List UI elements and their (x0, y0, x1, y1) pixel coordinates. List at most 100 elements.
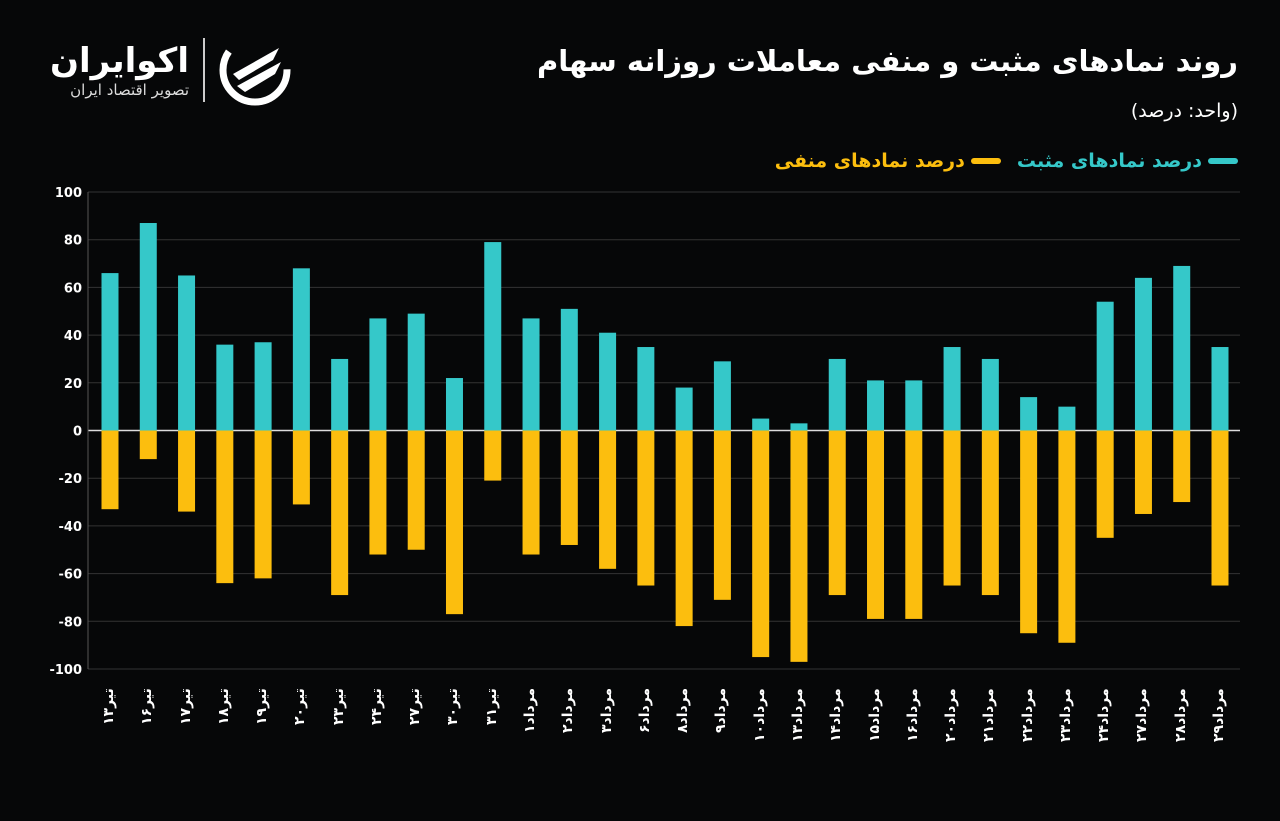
bar-negative (369, 430, 387, 555)
bar-negative (713, 430, 731, 600)
bar-positive (1096, 301, 1114, 431)
y-tick-label: 20 (64, 377, 82, 392)
legend-item-negative: درصد نمادهای منفی (775, 150, 1001, 172)
bar-negative (981, 430, 999, 596)
x-tick-label: تیر۱۸ (215, 688, 232, 725)
x-tick-label: مرداد۲۰ (943, 688, 960, 742)
y-tick-label: -100 (49, 663, 82, 678)
bar-positive (867, 380, 885, 431)
bar-positive (1211, 347, 1229, 431)
bar-negative (943, 430, 961, 586)
x-tick-label: مرداد۱۰ (751, 688, 768, 742)
x-tick-label: مرداد۱۵ (866, 688, 883, 742)
bar-positive (752, 418, 770, 431)
bar-negative (1173, 430, 1191, 503)
bar-negative (599, 430, 617, 569)
bar-negative (139, 430, 157, 460)
x-tick-label: تیر۳۱ (483, 688, 500, 725)
bar-negative (522, 430, 540, 555)
legend-label-positive: درصد نمادهای مثبت (1016, 150, 1202, 172)
logo-tagline: تصویر اقتصاد ایران (70, 81, 189, 99)
bar-positive (254, 342, 272, 431)
bar-positive (637, 347, 655, 431)
x-tick-label: مرداد۱۴ (828, 688, 845, 742)
x-tick-label: مرداد۲۲ (1019, 688, 1036, 742)
legend: درصد نمادهای مثبت درصد نمادهای منفی (775, 150, 1238, 172)
bar-positive (369, 318, 387, 431)
bar-positive (675, 387, 693, 431)
y-tick-label: 40 (64, 329, 82, 344)
y-tick-label: -80 (59, 615, 83, 630)
x-tick-label: مرداد۱۶ (904, 688, 921, 742)
y-tick-label: -40 (59, 520, 83, 535)
bar-negative (790, 430, 808, 662)
x-tick-label: مرداد۶ (636, 687, 653, 733)
chart-subtitle: (واحد: درصد) (1130, 100, 1238, 122)
bar-positive (1134, 277, 1152, 431)
bar-negative (560, 430, 578, 545)
bar-negative (254, 430, 272, 579)
x-tick-label: تیر۱۶ (139, 688, 156, 725)
bar-positive (101, 273, 119, 431)
bar-negative (331, 430, 349, 596)
chart-title: روند نمادهای مثبت و منفی معاملات روزانه … (536, 44, 1238, 78)
bar-negative (1134, 430, 1152, 514)
x-tick-label: تیر۲۷ (407, 688, 424, 725)
bar-positive (407, 313, 425, 431)
bar-negative (484, 430, 502, 481)
bar-negative (407, 430, 425, 550)
bar-positive (943, 347, 961, 431)
x-tick-label: تیر۱۳ (101, 688, 117, 725)
logo-mark-icon (219, 34, 291, 106)
legend-item-positive: درصد نمادهای مثبت (1017, 150, 1238, 172)
x-tick-label: تیر۳۰ (445, 688, 462, 725)
x-tick-label: مرداد۲۳ (1057, 688, 1074, 742)
legend-label-negative: درصد نمادهای منفی (774, 150, 965, 172)
bar-negative (752, 430, 770, 658)
bar-negative (292, 430, 310, 505)
x-tick-label: تیر۲۴ (368, 688, 385, 725)
bar-negative (828, 430, 846, 596)
y-tick-label: 0 (73, 425, 82, 440)
y-tick-label: 80 (64, 234, 82, 249)
x-tick-label: مرداد۱۳ (789, 688, 806, 742)
x-tick-label: مرداد۲۱ (981, 688, 998, 742)
bar-negative (905, 430, 923, 619)
bar-positive (139, 223, 157, 431)
bar-positive (216, 344, 234, 431)
bar-positive (713, 361, 731, 431)
bar-positive (905, 380, 923, 431)
y-tick-label: -60 (59, 568, 83, 583)
bar-positive (178, 275, 196, 431)
x-tick-label: مرداد۹ (713, 687, 730, 733)
bar-positive (599, 332, 617, 431)
bar-negative (867, 430, 885, 619)
logo-name: اکوایران (50, 41, 189, 81)
bar-positive (484, 242, 502, 431)
bar-negative (445, 430, 463, 615)
bar-negative (1020, 430, 1038, 634)
legend-swatch-positive (1208, 158, 1238, 164)
bar-positive (445, 378, 463, 431)
x-tick-label: مرداد۲۹ (1211, 688, 1227, 742)
x-tick-label: تیر۲۰ (292, 688, 309, 725)
bar-positive (1020, 397, 1038, 431)
bar-negative (1058, 430, 1076, 643)
logo-divider (203, 38, 205, 102)
bar-positive (522, 318, 540, 431)
x-tick-label: مرداد۲ (560, 687, 577, 733)
bar-negative (1096, 430, 1114, 538)
x-tick-label: مرداد۱ (522, 687, 539, 733)
x-tick-label: مرداد۸ (675, 687, 692, 733)
x-tick-label: تیر۱۷ (177, 688, 194, 725)
bar-positive (560, 308, 578, 431)
bar-positive (981, 358, 999, 431)
x-tick-label: مرداد۲۷ (1134, 688, 1151, 742)
x-tick-label: مرداد۲۸ (1172, 688, 1189, 742)
x-tick-label: تیر۲۳ (330, 688, 347, 725)
bar-negative (675, 430, 693, 627)
x-tick-label: مرداد۳ (598, 687, 615, 733)
bar-positive (828, 358, 846, 431)
bar-positive (1058, 406, 1076, 431)
